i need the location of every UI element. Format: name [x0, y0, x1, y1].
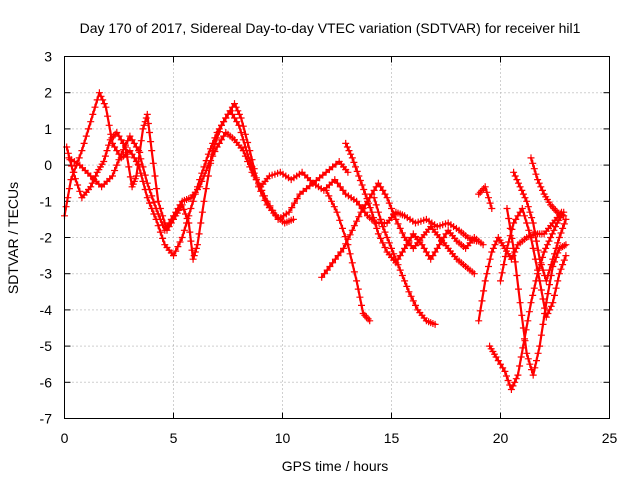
series-line	[63, 91, 295, 257]
x-tick-label: 25	[602, 430, 618, 446]
y-tick-label: 0	[44, 157, 52, 173]
y-tick-label: 1	[44, 121, 52, 137]
plus-markers	[497, 205, 570, 321]
plus-markers	[475, 183, 496, 212]
y-tick-label: -4	[40, 302, 53, 318]
y-tick-labels: 3 2 1 0 -1 -2 -3 -4 -5 -6 -7	[40, 49, 53, 427]
plus-markers	[503, 205, 570, 379]
x-tick-labels: 0 5 10 15 20 25	[61, 430, 618, 446]
series-track-2	[63, 107, 352, 263]
series-line	[529, 156, 565, 217]
y-tick-label: -1	[40, 193, 53, 209]
series-track-14	[527, 154, 568, 220]
x-axis-label: GPS time / hours	[282, 458, 389, 474]
x-tick-label: 15	[384, 430, 400, 446]
y-tick-label: 2	[44, 85, 52, 101]
y-tick-label: -5	[40, 338, 53, 354]
series-track-11	[497, 205, 570, 321]
plus-markers	[342, 139, 487, 267]
y-tick-label: -7	[40, 411, 53, 427]
series-track-12	[503, 205, 570, 379]
x-tick-label: 0	[61, 430, 69, 446]
y-tick-label: -3	[40, 266, 53, 282]
chart-title: Day 170 of 2017, Sidereal Day-to-day VTE…	[80, 20, 581, 36]
grid	[64, 56, 610, 419]
data-series	[61, 89, 570, 393]
series-line	[65, 109, 349, 261]
y-tick-label: -2	[40, 230, 53, 246]
series-track-7	[370, 194, 439, 328]
series-track-13	[510, 168, 570, 285]
y-axis-label: SDTVAR / TECUs	[5, 182, 21, 294]
series-track-6	[322, 186, 374, 325]
plot-frame	[64, 56, 610, 419]
plus-markers	[527, 154, 568, 220]
y-tick-label: -6	[40, 374, 53, 390]
series-track-5	[342, 139, 487, 267]
plus-markers	[65, 129, 480, 245]
x-tick-label: 20	[493, 430, 509, 446]
x-tick-label: 10	[275, 430, 291, 446]
series-track-8	[475, 183, 496, 212]
y-tick-label: 3	[44, 49, 52, 65]
plus-markers	[322, 186, 374, 325]
series-track-3	[65, 129, 480, 245]
plus-markers	[510, 168, 570, 285]
x-tick-label: 5	[170, 430, 178, 446]
plus-markers	[370, 194, 439, 328]
